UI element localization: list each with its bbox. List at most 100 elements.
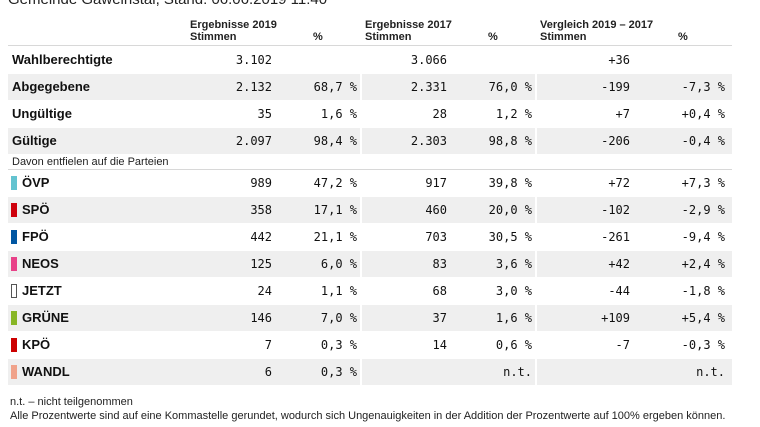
column-header: Stimmen [540,31,587,43]
footnote: n.t. – nicht teilgenommen [10,396,133,408]
cell-value: +72 [608,176,630,190]
cell-background [362,251,535,277]
cell-value: 24 [257,284,272,298]
cell-background [8,359,360,385]
party-row: KPÖ 7 0,3 % 14 0,6 % -7 -0,3 % [8,332,732,358]
section-label: Davon entfielen auf die Parteien [12,156,169,168]
cell-value: +7,3 % [681,176,725,190]
cell-value: +0,4 % [681,107,725,121]
cell-value: 21,1 % [313,230,357,244]
cell-value: 125 [250,257,272,271]
summary-row: Abgegebene 2.132 68,7 % 2.331 76,0 % -199 -7,3… [8,74,732,100]
cell-value: 1,1 % [320,284,357,298]
party-color [11,203,17,217]
cell-value: -9,4 % [681,230,725,244]
cell-value: 20,0 % [488,203,532,217]
party-color [11,365,17,379]
cell-value: -7 [615,338,630,352]
cell-value: -7,3 % [681,80,725,94]
cell-value: 68 [432,284,447,298]
summary-row: Wahlberechtigte 3.102 3.066 +36 [8,47,732,73]
cell-value: +36 [608,53,630,67]
cell-background [362,359,535,385]
cell-value: 3,0 % [495,284,532,298]
cell-value: 7,0 % [320,311,357,325]
cell-background [362,74,535,100]
cell-value: 2.097 [235,134,272,148]
cell-value: -2,9 % [681,203,725,217]
cell-value: +109 [601,311,630,325]
party-color [11,176,17,190]
column-group: Ergebnisse 2019 [190,19,277,31]
cell-value: +42 [608,257,630,271]
cell-background [8,251,360,277]
page-caption: Gemeinde Gaweinstal, Stand: 06.06.2019 1… [8,0,327,8]
cell-value: 98,8 % [488,134,532,148]
party-color [11,284,17,298]
cell-value: 1,2 % [495,107,532,121]
cell-background [537,305,732,331]
cell-value: -1,8 % [681,284,725,298]
cell-value: 0,6 % [495,338,532,352]
party-color [11,257,17,271]
column-header: % [488,31,498,43]
cell-value: 14 [432,338,447,352]
cell-value: 989 [250,176,272,190]
cell-value: 2.132 [235,80,272,94]
cell-value: 703 [425,230,447,244]
cell-value: 76,0 % [488,80,532,94]
party-row: GRÜNE 146 7,0 % 37 1,6 % +109 +5,4 % [8,305,732,331]
cell-background [8,74,360,100]
cell-value: n.t. [696,365,725,379]
cell-background [362,128,535,154]
cell-value: 2.331 [410,80,447,94]
cell-value: -206 [601,134,630,148]
column-header: Stimmen [365,31,412,43]
cell-value: 1,6 % [495,311,532,325]
party-row: FPÖ 442 21,1 % 703 30,5 % -261 -9,4 % [8,224,732,250]
cell-value: -44 [608,284,630,298]
cell-value: 47,2 % [313,176,357,190]
cell-value: 3.066 [410,53,447,67]
row-label: FPÖ [22,229,49,244]
cell-value: 37 [432,311,447,325]
party-row: NEOS 125 6,0 % 83 3,6 % +42 +2,4 % [8,251,732,277]
party-row: SPÖ 358 17,1 % 460 20,0 % -102 -2,9 % [8,197,732,223]
divider [8,45,732,46]
cell-value: 39,8 % [488,176,532,190]
cell-value: 28 [432,107,447,121]
cell-value: 146 [250,311,272,325]
cell-value: 83 [432,257,447,271]
cell-value: 442 [250,230,272,244]
divider [8,169,732,170]
party-color [11,311,17,325]
cell-value: 98,4 % [313,134,357,148]
cell-background [362,305,535,331]
cell-value: 35 [257,107,272,121]
row-label: Ungültige [12,106,72,121]
column-group: Ergebnisse 2017 [365,19,452,31]
party-row: ÖVP 989 47,2 % 917 39,8 % +72 +7,3 % [8,170,732,196]
row-label: Gültige [12,133,57,148]
cell-background [537,197,732,223]
cell-value: 30,5 % [488,230,532,244]
cell-value: 3.102 [235,53,272,67]
row-label: Wahlberechtigte [12,52,113,67]
cell-background [8,128,360,154]
cell-value: 460 [425,203,447,217]
column-header: % [313,31,323,43]
column-header: Stimmen [190,31,237,43]
cell-value: -0,3 % [681,338,725,352]
cell-value: +5,4 % [681,311,725,325]
party-color [11,230,17,244]
row-label: ÖVP [22,175,50,190]
cell-value: 2.303 [410,134,447,148]
party-row: JETZT 24 1,1 % 68 3,0 % -44 -1,8 % [8,278,732,304]
cell-value: 6 [264,365,272,379]
cell-background [537,128,732,154]
column-header: % [678,31,688,43]
cell-value: 358 [250,203,272,217]
cell-value: -199 [601,80,630,94]
cell-value: 0,3 % [320,365,357,379]
cell-value: -0,4 % [681,134,725,148]
